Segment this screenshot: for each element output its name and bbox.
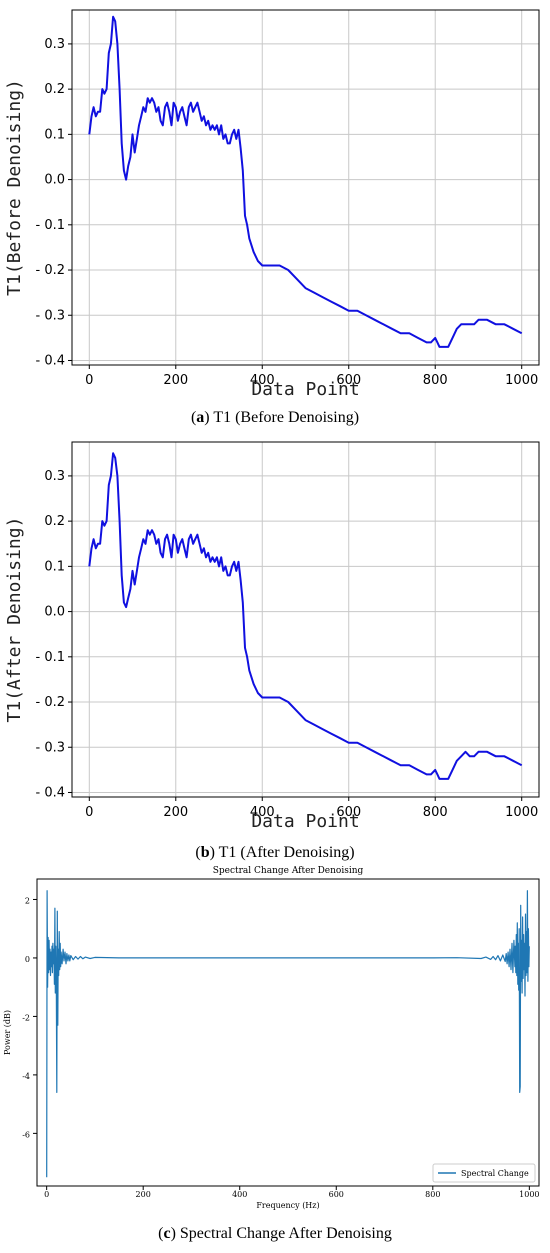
chart-a-xtick-label-4: 800 [423,373,448,388]
chart-c-xtick-label-1: 200 [136,1190,151,1199]
chart-c-ytick-label-1: 0 [25,955,30,964]
chart-a-xtick-label-3: 600 [336,373,361,388]
chart-b-xtick-label-2: 400 [250,805,275,820]
chart-c-ytick-label-3: -4 [22,1072,30,1081]
chart-a-ytick-label-0: 0.3 [44,37,65,52]
chart-c-legend-box [432,1163,536,1183]
chart-a-ytick-label-1: 0.2 [44,82,65,97]
caption-c: (c) Spectral Change After Denoising [158,1225,392,1242]
chart-a-xtick-label-1: 200 [163,373,188,388]
chart-b-xtick-label-5: 1000 [505,805,538,820]
chart-b-ytick-label-6: - 0.3 [36,740,66,755]
chart-c-ytick-label-2: -2 [22,1013,30,1022]
chart-b-xtick-label-4: 800 [423,805,448,820]
caption-a-letter: a [196,409,205,426]
chart-a-xtick-label-5: 1000 [505,373,538,388]
chart-b-axes-frame [71,441,540,798]
chart-c-xtick-label-0: 0 [44,1190,49,1199]
chart-b-ytick-label-3: 0.0 [44,605,65,620]
caption-c-text: Spectral Change After Denoising [179,1225,392,1242]
chart-a-ytick-label-2: 0.1 [44,127,65,142]
chart-b-ylabel: T1(After Denoising) [4,517,25,723]
chart-b-ytick-label-2: 0.1 [44,559,65,574]
chart-a-ylabel: T1(Before Denoising) [4,79,25,296]
chart-b-ytick-label-0: 0.3 [44,469,65,484]
chart-c-series-line [46,890,530,1178]
caption-b: (b) T1 (After Denoising) [195,844,355,861]
chart-a-ytick-label-3: 0.0 [44,173,65,188]
chart-b-xtick-label-1: 200 [163,805,188,820]
chart-b-svg: 0 200 400 600 800 1000 0.3 0.2 0.1 0.0 - 0.1 - 0.2 -… [4,441,540,832]
chart-c-xtick-label-5: 1000 [519,1190,539,1199]
chart-a-xtick-label-0: 0 [85,373,93,388]
caption-a: (a) T1 (Before Denoising) [190,409,360,426]
chart-a-svg: 0 200 400 600 800 1000 0.3 0.2 0.1 0.0 - 0.1 - 0.2 -… [4,9,540,400]
chart-a-xtick-label-2: 400 [250,373,275,388]
chart-a-ytick-label-7: - 0.4 [36,353,66,368]
chart-b-ytick-label-5: - 0.2 [36,695,66,710]
chart-a-series-line [88,15,523,348]
caption-b-text: T1 (After Denoising) [218,844,355,861]
chart-b-ytick-label-1: 0.2 [44,514,65,529]
chart-b-ytick-label-7: - 0.4 [36,785,66,800]
caption-c-letter: c [163,1225,171,1242]
chart-a-ytick-label-4: - 0.1 [36,218,66,233]
chart-a-xlabel: Data Point [251,379,359,400]
chart-c-ytick-label-4: -6 [22,1130,30,1139]
chart-c-xtick-label-3: 600 [329,1190,344,1199]
caption-b-letter: b [200,844,210,861]
chart-c-legend-entry: Spectral Change [461,1169,529,1178]
chart-c-xlabel: Frequency (Hz) [256,1201,319,1210]
chart-b-xlabel: Data Point [251,811,359,832]
chart-c-svg: 0 200 400 600 800 1000 2 0 -2 -4 -6 Frequency (Hz) P… [3,866,540,1210]
chart-panel-a: 0 200 400 600 800 1000 0.3 0.2 0.1 0.0 - 0.1 - 0.2 -… [0,0,550,400]
chart-b-ytick-label-4: - 0.1 [36,650,66,665]
chart-c-xtick-label-4: 800 [425,1190,440,1199]
chart-c-xtick-label-2: 400 [232,1190,247,1199]
chart-c-ytick-label-0: 2 [25,896,30,905]
chart-c-ylabel: Power (dB) [3,1010,12,1055]
chart-a-axes-frame [71,9,540,366]
chart-c-axes-frame [36,878,540,1187]
chart-c-title: Spectral Change After Denoising [213,866,364,876]
chart-panel-b: 0 200 400 600 800 1000 0.3 0.2 0.1 0.0 - 0.1 - 0.2 -… [0,432,550,837]
chart-b-xtick-label-0: 0 [85,805,93,820]
chart-b-xtick-label-3: 600 [336,805,361,820]
caption-a-text: T1 (Before Denoising) [213,409,360,426]
chart-panel-c: 0 200 400 600 800 1000 2 0 -2 -4 -6 Frequency (Hz) P… [0,866,550,1218]
chart-a-ytick-label-6: - 0.3 [36,308,66,323]
chart-a-ytick-label-5: - 0.2 [36,263,66,278]
chart-b-series-line [88,452,523,780]
